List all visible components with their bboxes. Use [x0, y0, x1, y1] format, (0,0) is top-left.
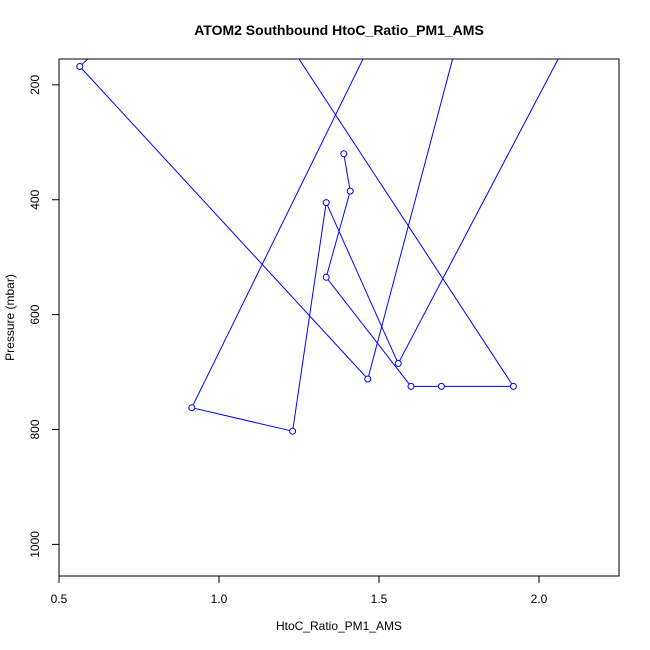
- y-tick-label: 800: [28, 419, 42, 439]
- y-axis-label: Pressure (mbar): [3, 274, 17, 361]
- data-point: [346, 187, 354, 195]
- y-tick-label: 400: [28, 189, 42, 209]
- data-point: [364, 375, 372, 383]
- plot-frame: [58, 58, 620, 577]
- x-tick-label: 1.5: [371, 592, 388, 606]
- data-point: [289, 427, 297, 435]
- series-line: [79, 59, 454, 381]
- y-tick-label: 200: [28, 75, 42, 95]
- data-point: [394, 360, 402, 367]
- data-point: [76, 63, 84, 70]
- data-point: [340, 150, 348, 158]
- y-tick-label: 1000: [28, 531, 42, 558]
- data-point: [322, 273, 330, 281]
- chart-title: ATOM2 Southbound HtoC_Ratio_PM1_AMS: [194, 22, 484, 38]
- series-line: [191, 59, 559, 432]
- x-tick-label: 0.5: [51, 592, 68, 606]
- x-axis-label: HtoC_Ratio_PM1_AMS: [276, 619, 402, 633]
- series-line: [298, 59, 515, 387]
- x-tick-label: 2.0: [531, 592, 548, 606]
- series-layer: [76, 59, 559, 435]
- data-point: [509, 382, 517, 390]
- data-point: [188, 404, 196, 412]
- data-point: [437, 382, 445, 390]
- x-axis: 0.5 1.0 1.5 2.0: [51, 576, 548, 606]
- y-tick-label: 600: [28, 304, 42, 324]
- data-point: [407, 382, 415, 390]
- x-tick-label: 1.0: [211, 592, 228, 606]
- y-axis: 200 400 600 800 1000: [28, 75, 59, 558]
- data-point: [322, 199, 330, 207]
